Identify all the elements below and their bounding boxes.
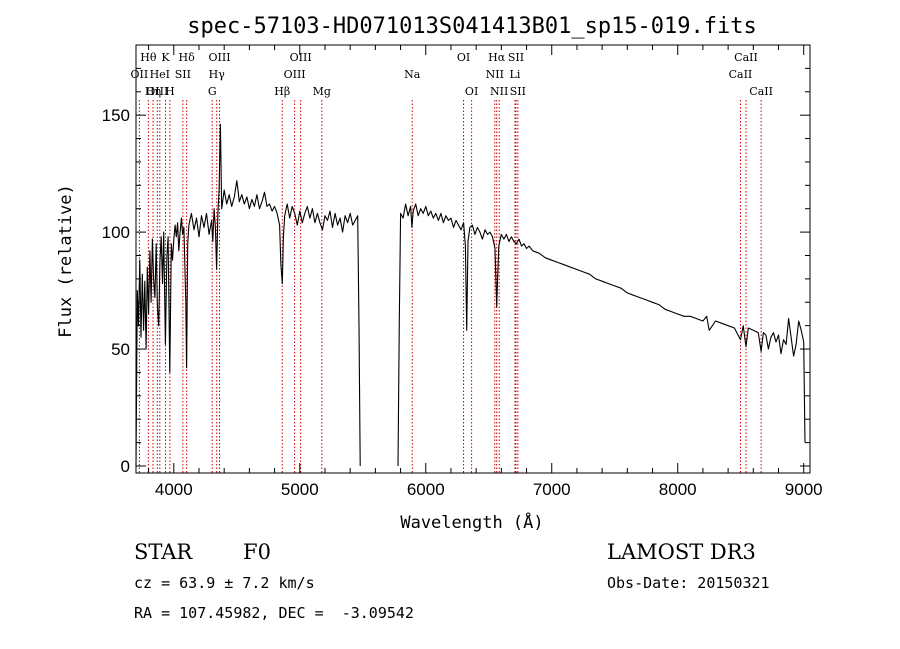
object-class: STAR xyxy=(134,540,193,564)
marker-label-8: Hδ xyxy=(179,51,196,64)
marker-label-14: OIII xyxy=(284,68,306,81)
marker-label-10: OIII xyxy=(208,51,230,64)
marker-label-11: Hγ xyxy=(209,68,226,81)
marker-label-23: Li xyxy=(510,68,521,81)
marker-label-4: HeI xyxy=(150,68,170,81)
marker-label-26: CaII xyxy=(729,68,753,81)
y-tick-label-1: 50 xyxy=(111,340,130,359)
x-tick-label-2: 6000 xyxy=(407,480,445,499)
marker-label-27: CaII xyxy=(749,85,773,98)
marker-label-16: Na xyxy=(404,68,421,81)
x-tick-label-3: 7000 xyxy=(533,480,571,499)
marker-label-3: Hη xyxy=(145,85,161,98)
observation-date: Obs-Date: 20150321 xyxy=(607,574,770,592)
marker-label-6: H xyxy=(165,85,175,98)
y-tick-label-0: 0 xyxy=(121,457,130,476)
spectral-subclass: F0 xyxy=(243,540,271,564)
marker-label-25: CaII xyxy=(734,51,758,64)
line-markers: HθOIIOIIIHηHeIKHSIIHδGOIIIHγHβOIIIOIIIMg… xyxy=(131,51,773,473)
marker-label-1: OII xyxy=(131,68,149,81)
marker-label-22: SII xyxy=(508,51,524,64)
x-tick-label-4: 8000 xyxy=(659,480,697,499)
x-tick-label-5: 9000 xyxy=(785,480,823,499)
axis-ticks: 4000 5000 6000 7000 8000 9000 0 50 100 150 xyxy=(102,45,823,499)
marker-label-21: NII xyxy=(490,85,508,98)
marker-label-5: K xyxy=(161,51,170,64)
marker-label-19: Hα xyxy=(488,51,506,64)
marker-label-12: Hβ xyxy=(274,85,290,98)
x-tick-label-0: 4000 xyxy=(155,480,193,499)
redshift-value: cz = 63.9 ± 7.2 km/s xyxy=(134,574,315,592)
marker-label-7: SII xyxy=(175,68,191,81)
y-axis-label: Flux (relative) xyxy=(56,184,76,338)
coordinates: RA = 107.45982, DEC = -3.09542 xyxy=(134,604,414,622)
flux-line-segment-0 xyxy=(135,123,361,467)
marker-label-18: OI xyxy=(465,85,478,98)
x-axis-label: Wavelength (Å) xyxy=(400,511,543,533)
flux-line-segment-1 xyxy=(397,203,806,467)
marker-label-2: OIII xyxy=(146,85,168,98)
marker-label-15: Mg xyxy=(313,85,331,98)
marker-label-24: SII xyxy=(510,85,526,98)
survey-name: LAMOST DR3 xyxy=(607,540,756,564)
marker-label-0: Hθ xyxy=(140,51,157,64)
chart-title: spec-57103-HD071013S041413B01_sp15-019.f… xyxy=(187,14,757,39)
marker-label-13: OIII xyxy=(290,51,312,64)
flux-series xyxy=(135,123,806,467)
y-tick-label-2: 100 xyxy=(102,223,130,242)
y-tick-label-3: 150 xyxy=(102,106,130,125)
marker-label-20: NII xyxy=(486,68,504,81)
marker-label-17: OI xyxy=(457,51,470,64)
x-tick-label-1: 5000 xyxy=(281,480,319,499)
marker-label-9: G xyxy=(208,85,217,98)
plot-frame xyxy=(135,44,811,474)
